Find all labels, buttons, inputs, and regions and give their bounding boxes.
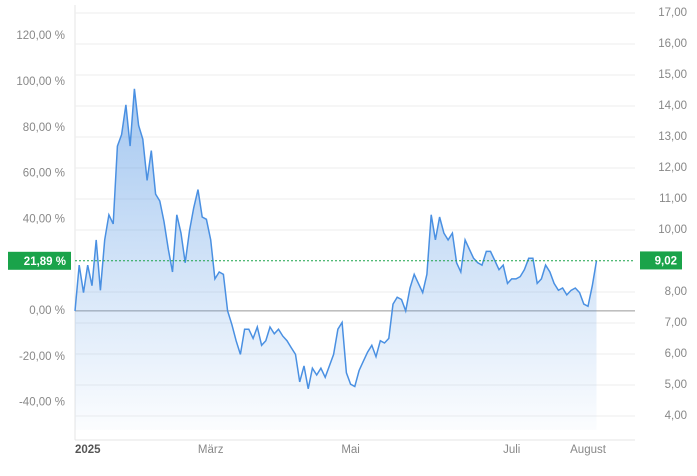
- y2-tick-label: 16,00: [658, 38, 687, 50]
- y-tick-label: -40,00 %: [19, 397, 65, 409]
- y2-tick-label: 12,00: [658, 162, 687, 174]
- y2-tick-label: 6,00: [665, 348, 687, 360]
- x-tick-label: März: [198, 444, 224, 456]
- y-tick-label: 40,00 %: [23, 213, 65, 225]
- y-tick-label: -20,00 %: [19, 351, 65, 363]
- y2-tick-label: 10,00: [658, 224, 687, 236]
- current-badge: [640, 251, 682, 270]
- y-tick-label: 80,00 %: [23, 122, 65, 134]
- current-label: 21,89 %: [24, 256, 66, 268]
- y2-tick-label: 17,00: [658, 7, 687, 19]
- x-tick-label: 2025: [75, 444, 101, 456]
- y2-tick-label: 14,00: [658, 100, 687, 112]
- y2-tick-label: 13,00: [658, 131, 687, 143]
- y2-tick-label: 7,00: [665, 317, 687, 329]
- x-tick-label: Mai: [341, 444, 360, 456]
- line: [74, 88, 598, 389]
- y-tick-label: 0,00 %: [29, 305, 65, 317]
- y-tick-label: 120,00 %: [16, 30, 65, 42]
- y2-tick-label: 5,00: [665, 379, 687, 391]
- y2-tick-label: 11,00: [659, 193, 687, 205]
- y2-tick-label: 15,00: [658, 69, 687, 81]
- x-tick-label: Juli: [503, 444, 520, 456]
- x-tick-label: August: [570, 444, 607, 456]
- y-tick-label: 100,00 %: [16, 76, 65, 88]
- area: [75, 88, 597, 431]
- y2-tick-label: 4,00: [665, 410, 687, 422]
- current-label: 9,02: [655, 255, 677, 267]
- y2-tick-label: 8,00: [665, 286, 687, 298]
- current-badge: [8, 251, 71, 270]
- y-tick-label: 60,00 %: [23, 168, 65, 180]
